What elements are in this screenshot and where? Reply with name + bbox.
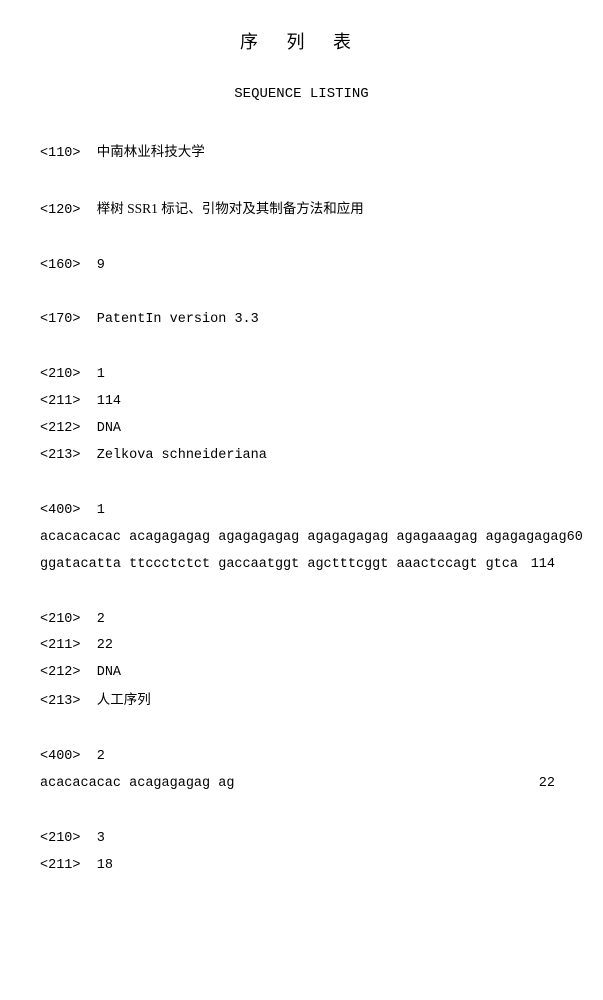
entry-tag: <160> bbox=[40, 258, 81, 273]
entry-tag: <210> bbox=[40, 612, 81, 627]
sequence-position: 22 bbox=[539, 775, 563, 794]
listing-entry: <212> DNA bbox=[40, 420, 563, 439]
listing-entry: <160> 9 bbox=[40, 257, 563, 276]
entry-tag: <170> bbox=[40, 312, 81, 327]
entry-value: PatentIn version 3.3 bbox=[97, 312, 259, 327]
listing-entry: <120> 榉树 SSR1 标记、引物对及其制备方法和应用 bbox=[40, 200, 563, 221]
listing-entry: <400> 2 bbox=[40, 748, 563, 767]
entry-tag: <212> bbox=[40, 421, 81, 436]
entry-tag: <400> bbox=[40, 749, 81, 764]
entry-value: 3 bbox=[97, 831, 105, 846]
blank-line bbox=[40, 474, 563, 502]
entry-tag: <400> bbox=[40, 503, 81, 518]
entry-value: 中南林业科技大学 bbox=[97, 144, 205, 159]
listing-entry: <211> 22 bbox=[40, 637, 563, 656]
listing-entry: <212> DNA bbox=[40, 664, 563, 683]
entry-value: DNA bbox=[97, 665, 121, 680]
entry-tag: <211> bbox=[40, 858, 81, 873]
entry-value: 114 bbox=[97, 394, 121, 409]
blank-line bbox=[40, 229, 563, 257]
entry-tag: <210> bbox=[40, 367, 81, 382]
entry-value: Zelkova schneideriana bbox=[97, 448, 267, 463]
entry-value: 2 bbox=[97, 749, 105, 764]
listing-entry: <211> 114 bbox=[40, 393, 563, 412]
entry-value: DNA bbox=[97, 421, 121, 436]
sequence-listing-title-cjk: 序 列 表 bbox=[40, 30, 563, 55]
entry-value: 2 bbox=[97, 612, 105, 627]
blank-line bbox=[40, 720, 563, 748]
sequence-position: 60 bbox=[567, 529, 591, 548]
entry-tag: <213> bbox=[40, 694, 81, 709]
listing-entry: <211> 18 bbox=[40, 857, 563, 876]
sequence-line: acacacacac acagagagag ag 22 bbox=[40, 775, 563, 794]
blank-line bbox=[40, 172, 563, 200]
sequence-text: acacacacac acagagagag ag bbox=[40, 775, 234, 794]
blank-line bbox=[40, 583, 563, 611]
sequence-listing-title-en: SEQUENCE LISTING bbox=[40, 85, 563, 105]
blank-line bbox=[40, 338, 563, 366]
entry-tag: <213> bbox=[40, 448, 81, 463]
entry-value: 22 bbox=[97, 638, 113, 653]
entry-value: 人工序列 bbox=[97, 692, 151, 707]
entry-value: 18 bbox=[97, 858, 113, 873]
sequence-listing-body: <110> 中南林业科技大学 <120> 榉树 SSR1 标记、引物对及其制备方法… bbox=[40, 143, 563, 876]
listing-entry: <210> 1 bbox=[40, 366, 563, 385]
entry-value: 1 bbox=[97, 503, 105, 518]
listing-entry: <170> PatentIn version 3.3 bbox=[40, 311, 563, 330]
entry-value: 1 bbox=[97, 367, 105, 382]
sequence-text: ggatacatta ttccctctct gaccaatggt agctttc… bbox=[40, 556, 518, 575]
listing-entry: <210> 2 bbox=[40, 611, 563, 630]
blank-line bbox=[40, 802, 563, 830]
listing-entry: <210> 3 bbox=[40, 830, 563, 849]
sequence-position: 114 bbox=[531, 556, 563, 575]
listing-entry: <110> 中南林业科技大学 bbox=[40, 143, 563, 164]
entry-tag: <120> bbox=[40, 203, 81, 218]
blank-line bbox=[40, 283, 563, 311]
entry-tag: <211> bbox=[40, 638, 81, 653]
sequence-text: acacacacac acagagagag agagagagag agagaga… bbox=[40, 529, 567, 548]
entry-tag: <211> bbox=[40, 394, 81, 409]
entry-tag: <210> bbox=[40, 831, 81, 846]
entry-tag: <212> bbox=[40, 665, 81, 680]
sequence-line: ggatacatta ttccctctct gaccaatggt agctttc… bbox=[40, 556, 563, 575]
listing-entry: <400> 1 bbox=[40, 502, 563, 521]
entry-value: 榉树 SSR1 标记、引物对及其制备方法和应用 bbox=[97, 201, 364, 216]
sequence-line: acacacacac acagagagag agagagagag agagaga… bbox=[40, 529, 563, 548]
listing-entry: <213> Zelkova schneideriana bbox=[40, 447, 563, 466]
listing-entry: <213> 人工序列 bbox=[40, 691, 563, 712]
entry-tag: <110> bbox=[40, 146, 81, 161]
entry-value: 9 bbox=[97, 258, 105, 273]
